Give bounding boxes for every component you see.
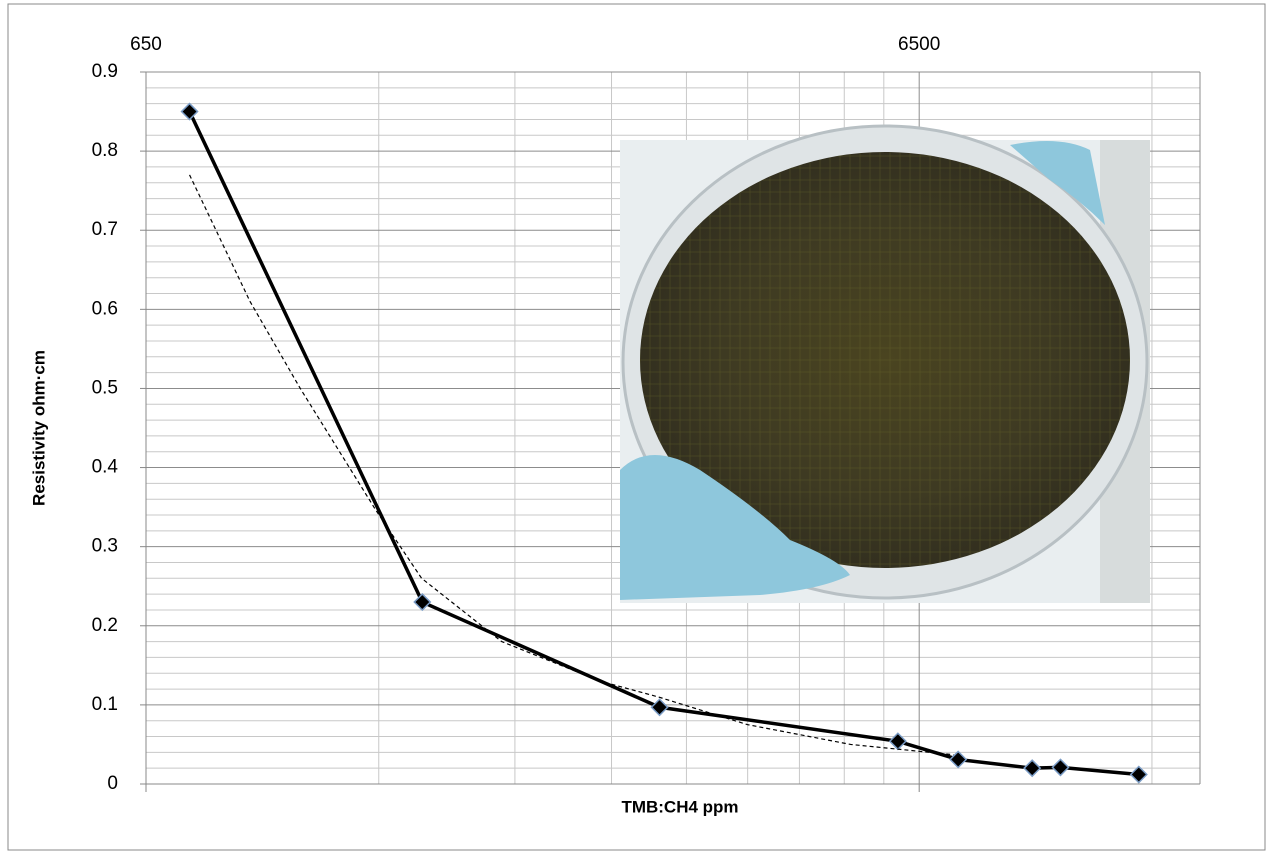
y-tick-label: 0.8: [92, 140, 118, 161]
y-tick-label: 0.6: [92, 298, 118, 319]
y-tick-label: 0.9: [92, 61, 118, 82]
y-tick-label: 0.2: [92, 615, 118, 636]
y-tick-label: 0.7: [92, 219, 118, 240]
x-axis-title: TMB:CH4 ppm: [621, 797, 738, 816]
y-tick-label: 0.3: [92, 536, 118, 557]
y-tick-label: 0: [107, 773, 118, 794]
wafer-photo: [620, 126, 1150, 603]
y-axis-title: Resistivity ohm·cm: [29, 350, 48, 506]
x-tick-label: 650: [130, 34, 162, 55]
y-tick-label: 0.4: [92, 457, 119, 478]
x-tick-label: 6500: [898, 34, 940, 55]
y-tick-label: 0.5: [92, 377, 118, 398]
chart: TMB:CH4 ppm Resistivity ohm·cm 0 0.1 0.2 0.…: [0, 0, 1269, 854]
y-tick-label: 0.1: [92, 694, 118, 715]
